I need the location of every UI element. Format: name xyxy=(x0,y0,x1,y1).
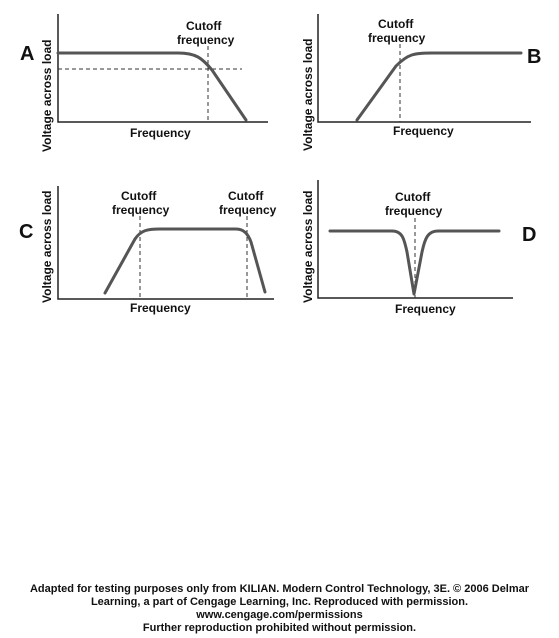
panel-d-response-curve xyxy=(328,229,501,296)
panel-d-ylabel: Voltage across load xyxy=(301,191,315,303)
panel-c-letter: C xyxy=(19,221,33,243)
panel-b-letter: B xyxy=(527,46,541,68)
panel-c-xlabel: Frequency xyxy=(130,301,191,315)
panel-d-xlabel: Frequency xyxy=(395,302,456,316)
panel-b: B Voltage across load Frequency Cutoff f… xyxy=(301,14,541,151)
panel-a-cutoff-label-1: Cutoff xyxy=(186,19,222,33)
panel-b-cutoff-label-2: frequency xyxy=(368,31,426,45)
panel-c-cutoff-2-label-2: frequency xyxy=(219,203,277,217)
panel-b-axes xyxy=(317,14,531,123)
credit-line-1: Adapted for testing purposes only from K… xyxy=(29,583,530,595)
credit-line-4: Further reproduction prohibited without … xyxy=(142,622,417,634)
panel-c-axes xyxy=(57,186,274,300)
panel-b-cutoff-label-1: Cutoff xyxy=(378,17,414,31)
panel-a-letter: A xyxy=(20,43,34,65)
panel-b-ylabel: Voltage across load xyxy=(301,39,315,151)
panel-a-cutoff-label-2: frequency xyxy=(177,33,235,47)
panel-a-response-curve xyxy=(56,51,248,122)
panel-c-cutoff-2-label-1: Cutoff xyxy=(228,189,264,203)
panel-c: C Voltage across load Frequency Cutoff f… xyxy=(19,186,277,315)
panel-a-xlabel: Frequency xyxy=(130,126,191,140)
credit-line-2: Learning, a part of Cengage Learning, In… xyxy=(90,596,469,608)
panel-c-ylabel: Voltage across load xyxy=(40,191,54,303)
panel-d: D Voltage across load Frequency Cutoff f… xyxy=(301,180,536,316)
panel-d-cutoff-label-1: Cutoff xyxy=(395,190,431,204)
panel-c-response-curve xyxy=(103,227,267,295)
panel-d-letter: D xyxy=(522,224,536,246)
panel-b-response-curve xyxy=(355,51,523,122)
credit-line-3: www.cengage.com/permissions xyxy=(196,609,363,621)
panel-d-axes xyxy=(317,180,513,299)
panel-c-cutoff-1-label-2: frequency xyxy=(112,203,170,217)
panel-b-xlabel: Frequency xyxy=(393,124,454,138)
panel-a-axes xyxy=(57,14,268,123)
panel-d-cutoff-label-2: frequency xyxy=(385,204,443,218)
panel-a-ylabel: Voltage across load xyxy=(40,40,54,152)
panel-c-cutoff-1-label-1: Cutoff xyxy=(121,189,157,203)
copyright-credit: Adapted for testing purposes only from K… xyxy=(0,583,559,635)
panel-a: A Voltage across load Frequency Cutoff f… xyxy=(20,14,268,152)
filter-response-diagrams: A Voltage across load Frequency Cutoff f… xyxy=(19,14,541,316)
